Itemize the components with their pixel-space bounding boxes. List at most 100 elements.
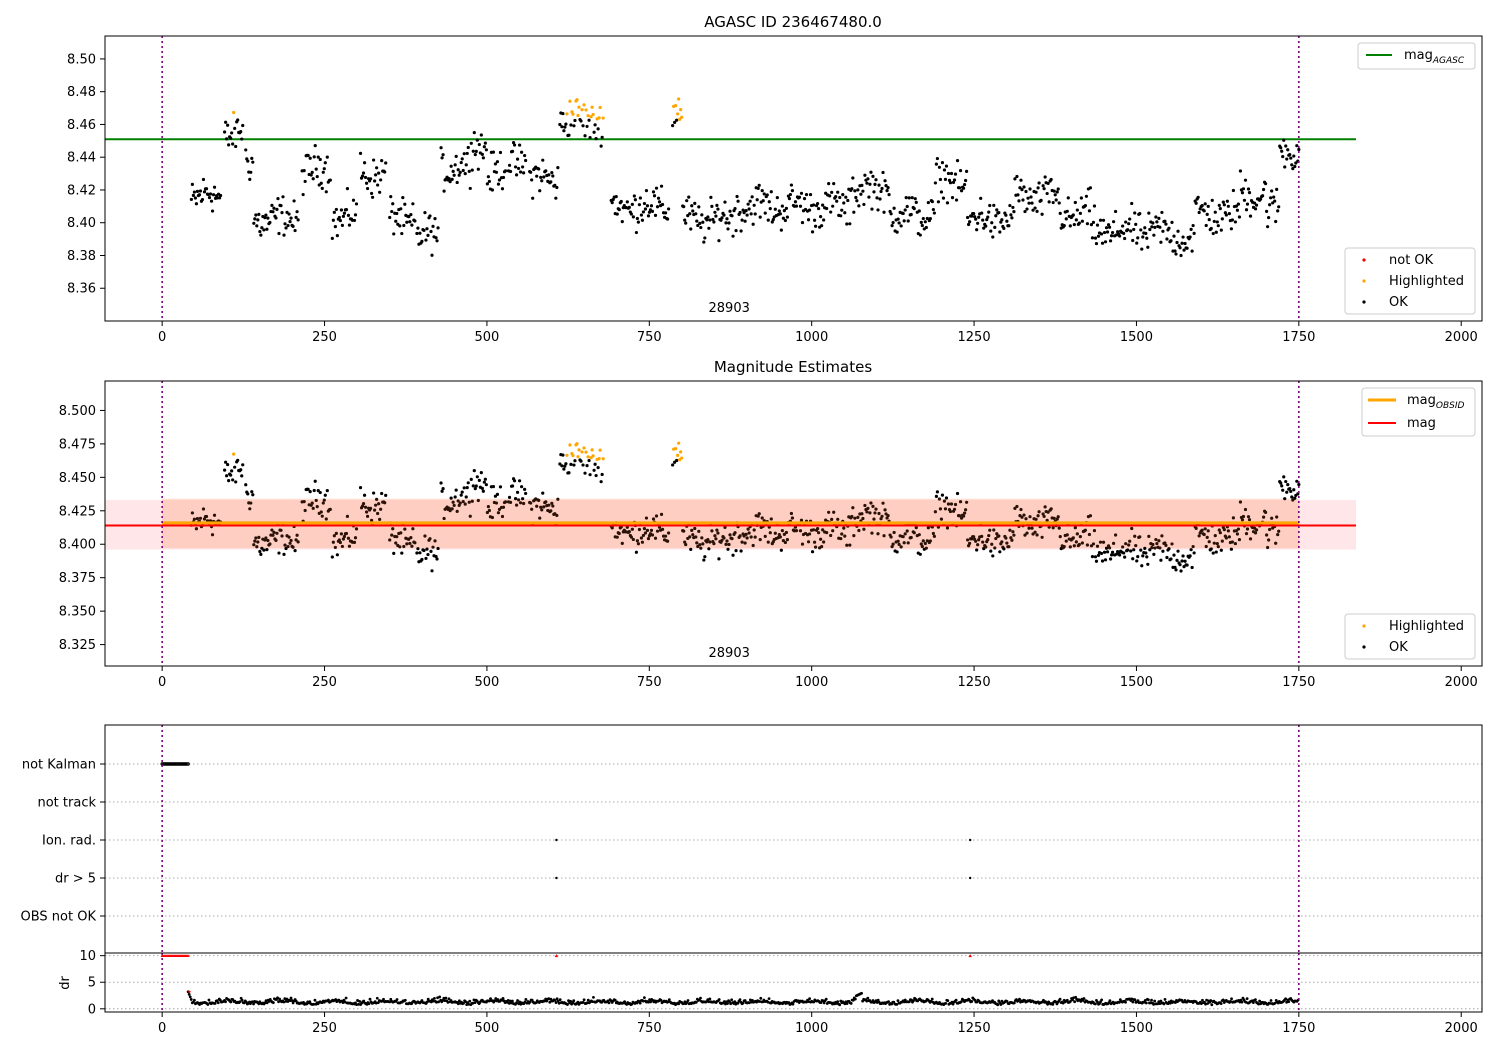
ok-point-903 — [1133, 211, 1137, 215]
ok-point-47 — [240, 137, 244, 141]
flag-label-1: not track — [37, 796, 96, 811]
ok-point-294 — [503, 169, 508, 173]
p2-ok-point-643 — [871, 504, 875, 508]
ok-point-222 — [429, 229, 433, 234]
ok-point-246 — [455, 180, 459, 185]
ok-point-488 — [715, 203, 719, 207]
dr-point — [1210, 1003, 1214, 1007]
ok-point-77 — [272, 206, 276, 210]
p2-ok-point-944 — [1174, 568, 1178, 572]
p2-ok-point-493 — [720, 538, 724, 542]
dr-point — [187, 992, 191, 996]
ok-point-540 — [767, 200, 771, 204]
p2-ok-point-981 — [1211, 551, 1215, 555]
p2-ok-point-546 — [773, 531, 777, 535]
ok-point-1052 — [1283, 165, 1287, 169]
dr-point — [1200, 1002, 1203, 1006]
ok-point-255 — [464, 163, 468, 167]
ok-point-917 — [1147, 211, 1151, 215]
ok-point-645 — [873, 182, 877, 186]
p2-xtick-label-1: 250 — [312, 675, 337, 690]
ok-point-920 — [1150, 225, 1154, 229]
p2-ok-point-967 — [1197, 534, 1201, 538]
p2-ok-point-296 — [507, 495, 512, 499]
p2-ok-point-297 — [508, 500, 513, 504]
p2-ok-point-153 — [352, 540, 357, 544]
ok-point-950 — [1180, 241, 1184, 245]
p2-ok-point-437 — [660, 527, 665, 531]
p2-ok-point-67 — [262, 548, 266, 552]
ok-point-15 — [204, 187, 209, 191]
ok-point-795 — [1024, 189, 1028, 194]
p2-ok-point-257 — [466, 481, 470, 485]
p2-ok-point-34 — [227, 479, 231, 483]
p2-ok-point-303 — [514, 503, 519, 507]
ok-point-669 — [897, 221, 901, 225]
dr-point — [1240, 1000, 1244, 1004]
ok-point-524 — [751, 222, 755, 226]
ok-point-856 — [1085, 222, 1090, 226]
ok-point-213 — [420, 239, 424, 243]
p2-ok-point-407 — [630, 527, 634, 531]
ok-point-1037 — [1268, 203, 1272, 207]
ok-point-311 — [523, 153, 527, 158]
p2-ok-point-474 — [701, 542, 705, 546]
ok-point-715 — [943, 177, 948, 181]
ok-point-245 — [454, 154, 458, 159]
ok-point-735 — [963, 178, 968, 183]
p2-ok-point-146 — [345, 514, 350, 519]
p2-ok-point-906 — [1136, 555, 1140, 559]
ok-point-470 — [697, 205, 701, 209]
dr-point — [344, 996, 348, 1000]
ok-point-145 — [344, 207, 349, 212]
ok-point-618 — [846, 198, 850, 203]
ok-point-845 — [1074, 218, 1078, 222]
p2-xtick-label-0: 0 — [158, 675, 166, 690]
ok-point-132 — [331, 218, 335, 222]
p2-ok-point-698 — [926, 526, 930, 530]
ok-point-933 — [1163, 219, 1167, 223]
p2-ok-point-992 — [1222, 527, 1226, 532]
ok-point-800 — [1029, 195, 1033, 199]
p2-ok-point-593 — [821, 528, 825, 532]
flag-point — [555, 876, 558, 880]
ok-point-539 — [766, 218, 770, 222]
ok-point-610 — [838, 195, 842, 200]
ok-point-322 — [537, 167, 541, 171]
p2-ok-point-970 — [1200, 528, 1204, 532]
ok-point-982 — [1212, 219, 1216, 224]
ok-point-658 — [886, 186, 890, 190]
dr-point — [730, 998, 734, 1002]
p2-ok-point-1049 — [1280, 484, 1284, 488]
p2-ok-point-428 — [651, 517, 656, 521]
p2-ok-point-731 — [959, 516, 964, 520]
ok-point-383 — [599, 144, 603, 148]
dr-point — [389, 997, 393, 1001]
p2-ok-point-304 — [515, 490, 520, 494]
p2-ok-point-641 — [869, 501, 873, 505]
ok-point-96 — [291, 224, 295, 228]
ok-point-71 — [266, 216, 270, 220]
p2-ok-point-894 — [1124, 542, 1128, 546]
p2-ok-point-33 — [226, 462, 230, 467]
ok-point-676 — [904, 196, 908, 200]
ok-point-284 — [493, 162, 498, 166]
p2-ok-point-124 — [322, 498, 326, 502]
dr-point — [866, 996, 870, 1000]
p2-ok-point-854 — [1083, 528, 1087, 532]
ok-point-136 — [335, 234, 339, 238]
p2-ok-point-71 — [266, 538, 270, 543]
ok-point-1008 — [1238, 169, 1243, 173]
p2-ok-point-529 — [756, 514, 760, 518]
p2-ok-point-760 — [989, 549, 993, 553]
ok-point-762 — [991, 235, 995, 239]
highlighted-point-349 — [565, 112, 569, 116]
p2-ok-point-1044 — [1275, 515, 1279, 519]
p2-ok-point-751 — [980, 534, 984, 538]
ok-point-733 — [961, 186, 966, 190]
p2-ok-point-1015 — [1245, 527, 1250, 531]
p2-ok-point-54 — [249, 501, 253, 505]
ok-point-51 — [246, 159, 250, 163]
p2-highlighted-point-39 — [232, 452, 236, 456]
dr-point — [822, 1001, 826, 1005]
